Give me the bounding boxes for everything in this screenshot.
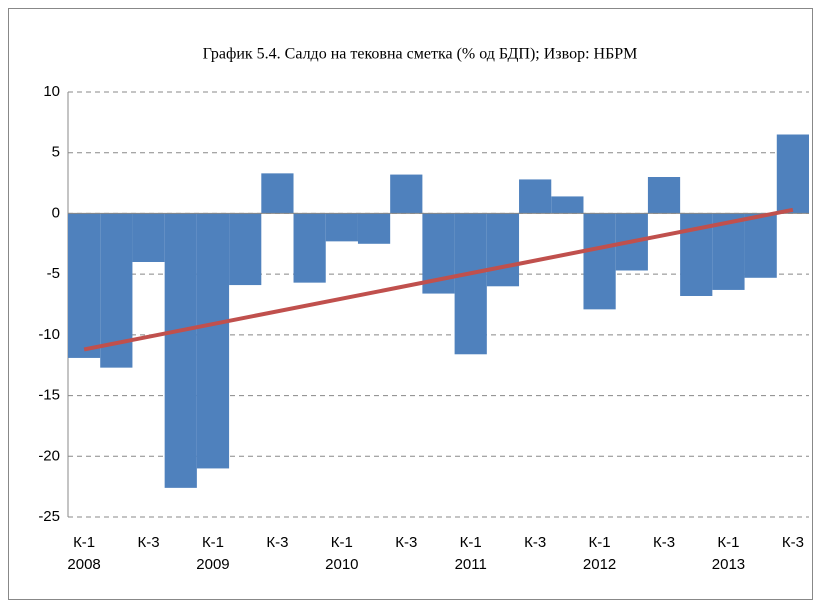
bar [196,213,230,469]
x-tick-label: К-3 [138,534,160,551]
x-tick-label: К-3 [524,534,546,551]
x-tick-year: 2008 [67,556,100,573]
y-tick-label: 10 [43,83,60,100]
y-tick-label: -20 [38,447,60,464]
bar [229,213,262,286]
bar [551,196,584,214]
chart-title: График 5.4. Салдо на тековна сметка (% о… [203,46,638,63]
x-tick-label: К-1 [717,534,739,551]
x-tick-label: К-3 [782,534,804,551]
bar [776,134,809,214]
x-tick-label: К-3 [266,534,288,551]
y-tick-label: -10 [38,326,60,343]
bar [519,179,552,214]
x-tick-year: 2011 [455,556,487,573]
bar [132,213,165,262]
bar [261,173,294,214]
bar [357,213,391,244]
x-tick-year: 2013 [712,556,745,573]
bar [164,213,197,488]
x-tick-year: 2012 [583,556,616,573]
y-tick-label: -5 [47,265,60,282]
trend-line [83,207,794,352]
x-tick-label: К-1 [202,534,224,551]
x-tick-label: К-1 [460,534,482,551]
x-tick-label: К-3 [653,534,675,551]
bar [583,213,616,310]
bar [744,213,777,278]
y-tick-label: -15 [38,387,60,404]
bar [647,177,681,214]
x-tick-year: 2010 [325,556,358,573]
bar [390,174,423,214]
x-tick-label: К-1 [589,534,611,551]
x-tick-year: 2009 [196,556,229,573]
x-tick-label: К-1 [331,534,353,551]
y-tick-label: 0 [52,204,60,221]
chart-frame [8,8,813,600]
bar [325,213,358,242]
bar [454,213,487,355]
y-tick-label: -25 [38,508,60,525]
y-tick-label: 5 [52,144,60,161]
x-tick-label: К-1 [73,534,95,551]
bar [486,213,520,287]
bar [293,213,326,283]
bar [68,213,101,358]
x-tick-label: К-3 [395,534,417,551]
